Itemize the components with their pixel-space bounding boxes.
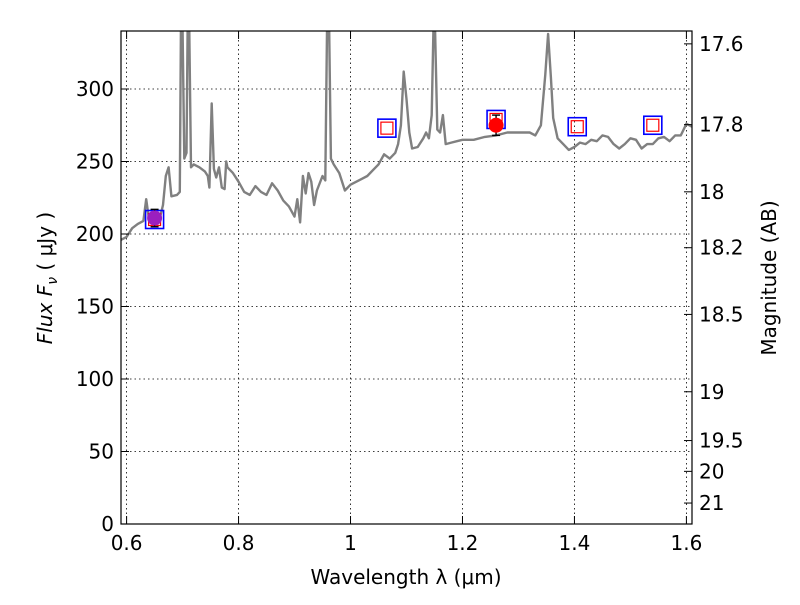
y-tick-label: 100 [76, 367, 114, 391]
y-tick-label: 300 [76, 77, 114, 101]
y2-tick-label: 18.5 [699, 302, 744, 326]
y-axis-title-unit: ( μJy ) [33, 212, 57, 277]
synthetic-photometry-marker [643, 115, 663, 136]
blue-square-marker [377, 118, 397, 138]
y2-tick-label: 19 [699, 380, 724, 404]
y-tick-label: 150 [76, 295, 114, 319]
y2-tick-label: 18.2 [699, 236, 744, 260]
grid-lines [121, 31, 692, 524]
x-axis-title: Wavelength λ (μm) [310, 565, 501, 589]
spectrum-layer [121, 31, 692, 241]
x-tick-label: 1.6 [670, 531, 702, 555]
plot-frame [120, 30, 693, 525]
y2-tick-label: 17.8 [699, 113, 744, 137]
y-axis-title: Flux Fν ( μJy ) [33, 212, 61, 344]
tick-labels: 0.6 0.8 1 1.2 1.4 1.6 0 50 100 150 200 250 300 17.6 17… [76, 32, 744, 555]
x-tick-label: 1.4 [559, 531, 591, 555]
right-axis-title: Magnitude (AB) [757, 200, 781, 355]
red-square-marker [646, 118, 660, 132]
blue-square-marker [643, 115, 663, 136]
y2-tick-label: 18 [699, 180, 724, 204]
blue-square-marker [567, 116, 588, 137]
y2-tick-label: 20 [699, 459, 724, 483]
y-tick-label: 50 [89, 440, 114, 464]
x-tick-label: 1.2 [447, 531, 479, 555]
y-axis-title-sub: ν [45, 277, 61, 285]
y2-tick-label: 21 [699, 491, 724, 515]
y-tick-label: 0 [101, 512, 114, 536]
y-axis-title-main: Flux F [33, 284, 57, 344]
photometry-markers [144, 109, 663, 230]
x-tick-label: 0.6 [111, 531, 143, 555]
observed-photometry-point [147, 208, 163, 228]
observed-photometry-point [488, 114, 504, 137]
y2-tick-label: 17.6 [699, 32, 744, 56]
observed-flux-point [147, 210, 163, 226]
x-tick-label: 1 [344, 531, 357, 555]
x-tick-label: 0.8 [223, 531, 255, 555]
red-square-marker [380, 121, 394, 135]
y2-tick-label: 19.5 [699, 429, 744, 453]
observed-flux-point [488, 117, 504, 133]
synthetic-photometry-marker [377, 118, 397, 138]
y-tick-label: 250 [76, 150, 114, 174]
tick-marks [121, 31, 692, 525]
y-tick-label: 200 [76, 222, 114, 246]
red-square-marker [570, 120, 584, 134]
synthetic-photometry-marker [567, 116, 588, 137]
spectrum-line [121, 31, 692, 241]
